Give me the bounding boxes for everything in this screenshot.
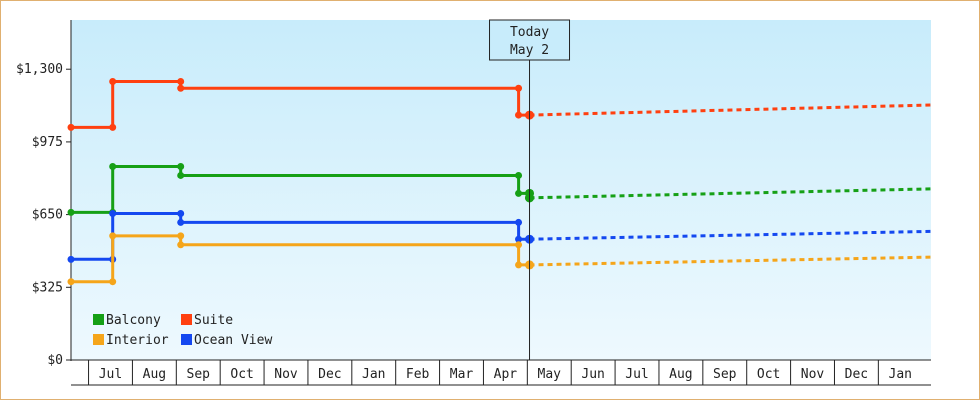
legend-label: Balcony [106, 313, 161, 328]
data-point [177, 209, 185, 217]
data-point [177, 84, 185, 92]
x-tick-label: Jun [581, 367, 604, 382]
data-point [515, 241, 523, 249]
y-tick-label: $1,300 [16, 62, 63, 77]
x-tick-label: Aug [669, 367, 692, 382]
legend-item: Ocean View [181, 333, 272, 348]
data-point [177, 163, 185, 171]
data-point [177, 232, 185, 240]
y-tick-label: $975 [32, 135, 63, 150]
x-tick-label: Jan [889, 367, 912, 382]
today-box [489, 19, 571, 61]
x-tick-label: Feb [406, 367, 430, 382]
series-interior [67, 232, 932, 286]
forecast-line [529, 103, 932, 117]
y-tick-label: $650 [32, 208, 63, 223]
data-point [67, 208, 75, 216]
x-tick-label: Mar [450, 367, 474, 382]
data-point [515, 261, 523, 269]
legend-item: Suite [181, 313, 233, 328]
legend-item: Interior [93, 333, 169, 348]
data-point [109, 123, 117, 131]
plot-area [71, 20, 931, 360]
forecast-line [529, 187, 932, 200]
legend-label: Interior [106, 333, 169, 348]
x-tick-label: Dec [318, 367, 341, 382]
data-point [109, 209, 117, 217]
data-point [109, 278, 117, 286]
y-tick-label: $325 [32, 280, 63, 295]
x-tick-label: Apr [494, 367, 518, 382]
data-point [109, 78, 117, 86]
data-point [515, 111, 523, 119]
data-point [515, 189, 523, 197]
data-point [177, 171, 185, 179]
x-tick-label: Jan [362, 367, 385, 382]
data-point [67, 123, 75, 131]
forecast-line [529, 229, 932, 241]
data-point [177, 241, 185, 249]
data-point [515, 218, 523, 226]
data-point [109, 232, 117, 240]
x-tick-label: Nov [274, 367, 298, 382]
data-point [515, 171, 523, 179]
y-tick-label: $0 [47, 353, 63, 368]
legend-swatch [93, 314, 104, 325]
x-tick-label: Oct [757, 367, 780, 382]
data-point [67, 255, 75, 263]
forecast-line [529, 255, 932, 267]
x-tick-label: Nov [801, 367, 825, 382]
x-tick-label: Jul [99, 367, 122, 382]
data-point [109, 163, 117, 171]
x-tick-label: Sep [713, 367, 737, 382]
today-date: May 2 [510, 43, 549, 58]
x-tick-label: May [538, 367, 562, 382]
x-tick-label: Dec [845, 367, 868, 382]
x-tick-label: Sep [187, 367, 211, 382]
legend-label: Ocean View [194, 333, 272, 348]
series-suite [67, 78, 932, 131]
legend-item: Balcony [93, 313, 161, 328]
legend-label: Suite [194, 313, 233, 328]
data-point [177, 218, 185, 226]
legend-swatch [181, 334, 192, 345]
data-point [515, 235, 523, 243]
x-tick-label: Jul [625, 367, 648, 382]
data-point [67, 278, 75, 286]
legend-swatch [93, 334, 104, 345]
x-tick-label: Oct [230, 367, 253, 382]
data-point [177, 78, 185, 86]
today-label: Today [510, 25, 549, 40]
x-tick-label: Aug [143, 367, 166, 382]
data-point [515, 84, 523, 92]
legend-swatch [181, 314, 192, 325]
